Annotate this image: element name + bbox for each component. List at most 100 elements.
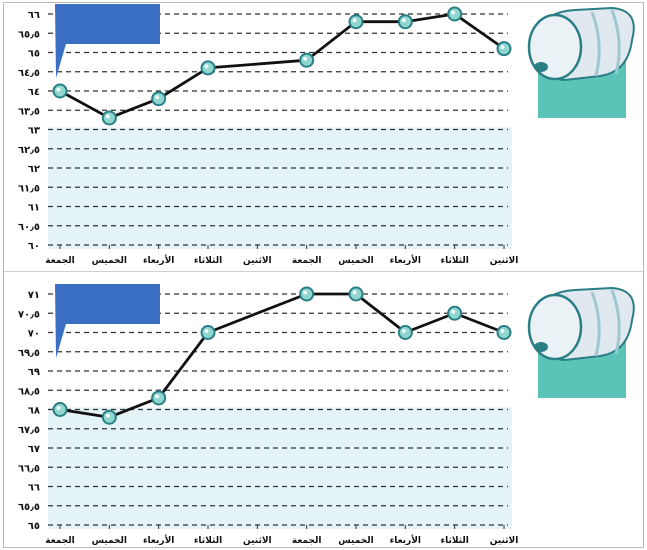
x-tick-label: الاثنين bbox=[490, 536, 519, 546]
y-tick-label: ٦٠٫٥ bbox=[18, 222, 40, 233]
barrel-cap bbox=[534, 342, 548, 352]
data-point bbox=[151, 91, 167, 107]
y-tick-label: ٦١٫٥ bbox=[18, 183, 40, 194]
data-point-highlight bbox=[500, 329, 505, 333]
y-tick-label: ٦٢ bbox=[28, 164, 40, 175]
line-chart-1: ٦٦ ٦٥٫٥ ٦٥ ٦٤٫٥ ٦٤ ٦٣٫٥ ٦٣ ٦٢٫٥ ٦٢ ٦١٫٥ ٦١ ٦٠٫٥ ٦٠ ال… bbox=[18, 4, 635, 266]
x-tick-label: الخميس bbox=[92, 256, 127, 266]
y-tick-label: ٦٦ bbox=[28, 483, 40, 494]
y-tick-label: ٦٧ bbox=[28, 444, 40, 455]
y-tick-label: ٧٠ bbox=[28, 329, 40, 340]
y-tick-label: ٦٩ bbox=[28, 367, 40, 378]
x-tick-label: الثلاثاء bbox=[440, 256, 468, 266]
data-point-highlight bbox=[155, 95, 160, 100]
data-point bbox=[397, 14, 413, 30]
x-tick-label: الجمعة bbox=[45, 256, 75, 266]
data-point bbox=[496, 41, 512, 57]
y-tick-label: ٦٨٫٥ bbox=[18, 386, 40, 397]
y-tick-label: ٦٠ bbox=[28, 241, 40, 252]
data-point bbox=[299, 286, 315, 302]
data-point bbox=[299, 52, 315, 68]
y-tick-label: ٦٥٫٥ bbox=[18, 29, 40, 40]
oil-barrel-icon bbox=[527, 6, 635, 118]
y-tick-label: ٦٣ bbox=[28, 126, 40, 137]
data-point-highlight bbox=[105, 413, 110, 418]
data-point-highlight bbox=[204, 329, 209, 333]
data-point-highlight bbox=[451, 10, 456, 15]
x-tick-label: الخميس bbox=[338, 256, 373, 266]
data-point bbox=[200, 60, 216, 76]
plot-band bbox=[48, 407, 512, 529]
x-tick-label: الاثنين bbox=[243, 256, 272, 266]
data-point bbox=[200, 325, 216, 340]
data-point bbox=[52, 83, 68, 99]
plot-band bbox=[48, 127, 512, 249]
data-point-highlight bbox=[105, 114, 110, 119]
x-tick-label: الأربعاء bbox=[390, 254, 421, 266]
panel-divider bbox=[4, 271, 643, 272]
x-tick-label: الجمعة bbox=[45, 536, 75, 546]
barrel-hoop bbox=[610, 289, 621, 355]
data-point-highlight bbox=[303, 290, 308, 295]
data-point-highlight bbox=[155, 394, 160, 399]
y-tick-label: ٦٥ bbox=[28, 49, 40, 60]
x-tick-label: الأربعاء bbox=[390, 534, 421, 546]
line-chart-2: ٧١ ٧٠٫٥ ٧٠ ٦٩٫٥ ٦٩ ٦٨٫٥ ٦٨ ٦٧٫٥ ٦٧ ٦٦٫٥ ٦٦ ٦٥٫٥ ٦٥ ال… bbox=[18, 284, 635, 546]
x-tick-label: الخميس bbox=[338, 536, 373, 546]
data-point-highlight bbox=[500, 45, 505, 50]
data-point-highlight bbox=[352, 18, 357, 23]
y-tick-label: ٦٤٫٥ bbox=[18, 68, 40, 79]
data-point-highlight bbox=[204, 64, 209, 69]
y-tick-label: ٦٦ bbox=[28, 10, 40, 21]
x-tick-label: الجمعة bbox=[292, 256, 322, 266]
data-point-highlight bbox=[451, 309, 456, 314]
x-tick-label: الاثنين bbox=[490, 256, 519, 266]
data-point bbox=[101, 110, 117, 126]
y-tick-label: ٦٩٫٥ bbox=[18, 348, 40, 359]
data-point bbox=[101, 409, 117, 425]
x-tick-label: الاثنين bbox=[243, 536, 272, 546]
y-tick-label: ٦٣٫٥ bbox=[18, 106, 40, 117]
y-tick-label: ٦١ bbox=[28, 203, 40, 214]
data-point-highlight bbox=[401, 18, 406, 23]
x-tick-label: الخميس bbox=[92, 536, 127, 546]
y-tick-label: ٦٦٫٥ bbox=[18, 463, 40, 474]
x-tick-label: الجمعة bbox=[292, 536, 322, 546]
x-tick-label: الثلاثاء bbox=[194, 536, 222, 546]
oil-barrel-icon bbox=[527, 286, 635, 398]
barrel-hoop bbox=[610, 9, 621, 75]
barrel-hoop bbox=[590, 11, 601, 77]
data-point bbox=[397, 325, 413, 340]
y-tick-label: ٦٢٫٥ bbox=[18, 145, 40, 156]
x-tick-label: الأربعاء bbox=[143, 254, 174, 266]
y-tick-label: ٦٥٫٥ bbox=[18, 502, 40, 513]
data-point-highlight bbox=[56, 406, 61, 410]
data-point-highlight bbox=[401, 329, 406, 333]
barrel-cap bbox=[534, 62, 548, 72]
data-point-highlight bbox=[352, 290, 357, 295]
y-tick-label: ٧٠٫٥ bbox=[18, 309, 40, 320]
flag-callout-icon bbox=[55, 4, 160, 78]
y-tick-label: ٦٤ bbox=[28, 87, 40, 98]
x-tick-label: الثلاثاء bbox=[440, 536, 468, 546]
data-point bbox=[447, 305, 463, 321]
chart-panel-2: ٧١ ٧٠٫٥ ٧٠ ٦٩٫٥ ٦٩ ٦٨٫٥ ٦٨ ٦٧٫٥ ٦٧ ٦٦٫٥ ٦٦ ٦٥٫٥ ٦٥ ال… bbox=[0, 280, 647, 550]
chart-panel-1: ٦٦ ٦٥٫٥ ٦٥ ٦٤٫٥ ٦٤ ٦٣٫٥ ٦٣ ٦٢٫٥ ٦٢ ٦١٫٥ ٦١ ٦٠٫٥ ٦٠ ال… bbox=[0, 0, 647, 270]
data-point bbox=[496, 325, 512, 340]
data-point bbox=[52, 402, 68, 417]
data-point bbox=[151, 390, 167, 406]
data-point bbox=[348, 14, 364, 30]
y-tick-label: ٦٧٫٥ bbox=[18, 425, 40, 436]
data-point bbox=[447, 6, 463, 22]
y-tick-label: ٧١ bbox=[28, 290, 40, 301]
x-tick-label: الثلاثاء bbox=[194, 256, 222, 266]
data-point bbox=[348, 286, 364, 302]
chart-frame bbox=[3, 2, 644, 548]
y-tick-label: ٦٨ bbox=[28, 406, 40, 417]
data-point-highlight bbox=[56, 87, 61, 92]
flag-callout-icon bbox=[55, 284, 160, 358]
x-tick-label: الأربعاء bbox=[143, 534, 174, 546]
barrel-hoop bbox=[590, 291, 601, 357]
data-point-highlight bbox=[303, 56, 308, 61]
y-tick-label: ٦٥ bbox=[28, 521, 40, 532]
